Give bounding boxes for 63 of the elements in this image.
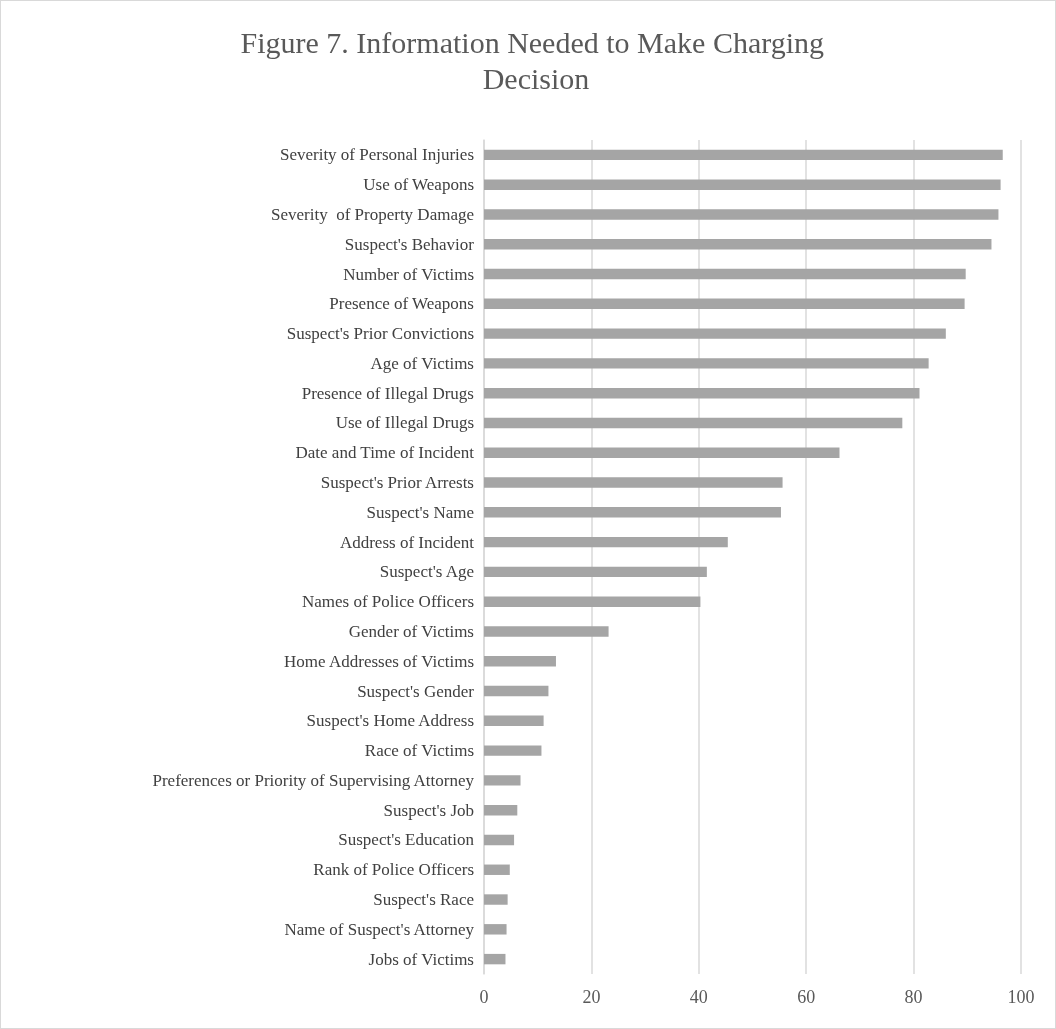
bar — [484, 685, 549, 697]
y-tick-label: Jobs of Victims — [368, 949, 474, 969]
y-tick-label: Suspect's Home Address — [306, 711, 474, 731]
bar — [484, 149, 1003, 161]
y-tick-label: Home Addresses of Victims — [284, 651, 474, 671]
y-tick-label: Use of Weapons — [363, 175, 474, 195]
y-tick-label: Preferences or Priority of Supervising Attorney — [152, 770, 475, 790]
y-tick-label: Suspect's Behavior — [344, 234, 475, 254]
y-tick-label: Age of Victims — [370, 353, 474, 373]
y-tick-label: Date and Time of Incident — [295, 443, 475, 463]
x-tick-label: 0 — [479, 987, 489, 1007]
bar — [484, 626, 609, 637]
y-tick-label: Suspect's Education — [338, 830, 475, 850]
x-tick-label: 60 — [797, 987, 816, 1007]
bar — [484, 656, 556, 667]
bar — [484, 745, 542, 756]
x-tick-label: 80 — [904, 987, 923, 1007]
bar — [484, 596, 701, 607]
bar — [484, 179, 1001, 190]
y-tick-label: Severity of Personal Injuries — [279, 145, 474, 165]
y-tick-label: Presence of Illegal Drugs — [301, 383, 474, 403]
y-tick-label: Number of Victims — [343, 264, 474, 284]
y-tick-label: Name of Suspect's Attorney — [284, 919, 475, 939]
bar — [484, 715, 544, 727]
y-tick-label: Suspect's Race — [373, 890, 474, 910]
y-tick-label: Suspect's Name — [366, 502, 474, 522]
bar — [484, 894, 508, 905]
bar — [484, 298, 965, 310]
y-tick-label: Severity of Property Damage — [271, 204, 474, 224]
bar — [484, 924, 507, 935]
y-tick-label: Race of Victims — [364, 741, 474, 761]
y-tick-label: Presence of Weapons — [329, 294, 474, 314]
bar — [484, 209, 999, 220]
bar — [484, 268, 966, 280]
y-tick-label: Address of Incident — [339, 532, 475, 552]
y-tick-label: Gender of Victims — [348, 621, 474, 641]
y-tick-label: Names of Police Officers — [302, 592, 474, 612]
y-tick-label: Suspect's Gender — [357, 681, 475, 701]
chart-title: Figure 7. Information Needed to Make Charging Decision — [240, 25, 832, 95]
bar — [484, 239, 992, 250]
bar — [484, 834, 515, 846]
bar — [484, 447, 840, 458]
bar — [484, 804, 518, 816]
bar — [484, 566, 707, 578]
bar — [484, 864, 510, 875]
bar — [484, 417, 903, 429]
y-tick-label: Suspect's Prior Arrests — [320, 473, 474, 493]
bar — [484, 507, 781, 518]
bar — [484, 953, 506, 965]
x-tick-label: 100 — [1007, 987, 1035, 1007]
bar — [484, 477, 783, 488]
x-tick-label: 20 — [582, 987, 601, 1007]
bar — [484, 387, 920, 399]
bar — [484, 775, 521, 786]
bar — [484, 358, 929, 369]
y-tick-label: Suspect's Age — [379, 562, 474, 582]
bar — [484, 328, 946, 339]
y-tick-label: Use of Illegal Drugs — [335, 413, 474, 433]
y-tick-label: Suspect's Job — [383, 800, 474, 820]
y-tick-label: Suspect's Prior Convictions — [286, 324, 474, 344]
y-tick-label: Rank of Police Officers — [313, 860, 474, 880]
x-tick-label: 40 — [689, 987, 708, 1007]
bar — [484, 536, 728, 548]
